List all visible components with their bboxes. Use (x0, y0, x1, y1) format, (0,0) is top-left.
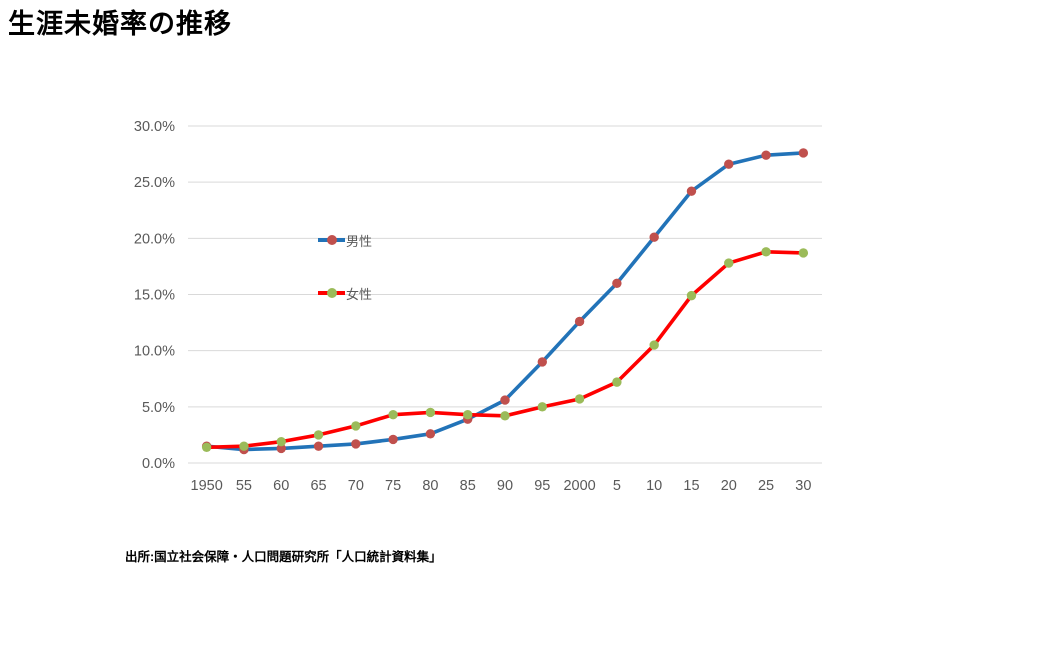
y-tick-label: 25.0% (134, 175, 175, 191)
x-tick-label: 10 (646, 478, 662, 494)
data-point-female (239, 441, 249, 451)
data-point-female (686, 290, 697, 301)
data-point-female (276, 436, 286, 447)
legend-label-female: 女性 (346, 286, 373, 302)
legend-line-female (318, 288, 345, 298)
data-point-female (388, 409, 398, 420)
data-point-female (463, 409, 473, 420)
data-point-male (276, 443, 286, 454)
y-tick-label: 5.0% (142, 400, 175, 416)
x-tick-label: 2000 (563, 478, 595, 494)
series-line-male (204, 151, 806, 452)
page-title: 生涯未婚率の推移 (8, 9, 232, 39)
x-tick-label: 30 (795, 478, 811, 494)
data-point-female (798, 248, 809, 258)
legend-marker-male-icon (327, 235, 337, 245)
y-tick-label: 15.0% (134, 288, 175, 304)
x-tick-label: 20 (721, 478, 737, 494)
data-point-female (351, 421, 361, 431)
y-tick-label: 0.0% (142, 456, 175, 472)
legend-item-female: 女性 (318, 286, 373, 302)
x-tick-label: 55 (236, 478, 252, 494)
data-point-male (612, 278, 622, 288)
source-note: 出所:国立社会保障・人口問題研究所「人口統計資料集」 (125, 550, 442, 564)
data-point-female (425, 407, 436, 418)
data-point-male (686, 186, 697, 196)
data-point-female (649, 340, 659, 350)
x-tick-label: 65 (310, 478, 326, 494)
data-point-male (500, 395, 510, 405)
x-tick-label: 60 (273, 478, 289, 494)
data-point-female (500, 411, 510, 421)
x-tick-label: 5 (613, 478, 621, 494)
data-point-male (574, 316, 585, 327)
x-tick-label: 15 (683, 478, 699, 494)
x-tick-label: 25 (758, 478, 774, 494)
data-point-male (798, 148, 809, 158)
data-point-male (761, 150, 771, 160)
legend-item-male: 男性 (318, 233, 373, 249)
x-tick-label: 1950 (191, 478, 223, 494)
legend-marker-female-icon (327, 288, 337, 298)
data-point-female (574, 394, 585, 404)
data-point-male (649, 232, 659, 242)
data-point-female (537, 402, 547, 412)
data-point-female (761, 247, 771, 257)
x-tick-label: 90 (497, 478, 513, 494)
data-point-female (724, 258, 734, 268)
data-point-male (537, 357, 547, 367)
legend-label-male: 男性 (346, 233, 373, 249)
data-point-female (201, 442, 212, 452)
data-point-male (724, 159, 734, 169)
y-tick-label: 20.0% (134, 231, 175, 247)
x-tick-label: 75 (385, 478, 401, 494)
x-tick-label: 95 (534, 478, 550, 494)
legend-line-male (318, 235, 345, 245)
data-point-male (351, 439, 361, 449)
data-point-female (313, 430, 324, 440)
x-tick-label: 85 (460, 478, 476, 494)
data-point-male (388, 434, 398, 445)
y-tick-label: 10.0% (134, 344, 175, 360)
y-tick-label: 30.0% (134, 119, 175, 135)
data-point-female (612, 377, 622, 387)
x-tick-label: 80 (422, 478, 438, 494)
data-point-male (425, 429, 436, 439)
x-tick-label: 70 (348, 478, 364, 494)
data-point-male (313, 441, 324, 451)
